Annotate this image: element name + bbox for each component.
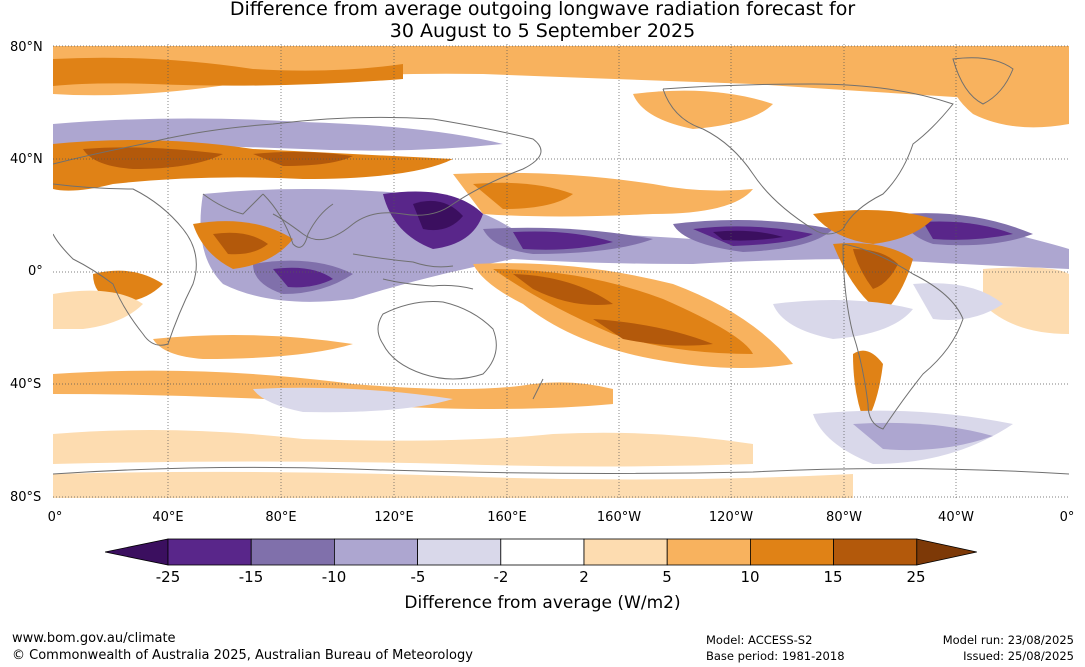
footer-url[interactable]: www.bom.gov.au/climate [12, 631, 176, 646]
lon-label-0-east: 0° [1059, 510, 1075, 525]
coastlines [53, 57, 1069, 475]
map-title-line-1: Difference from average outgoing longwav… [229, 0, 856, 20]
lon-label-120w: 120°W [708, 510, 754, 525]
colorbar-tick: -5 [410, 568, 426, 586]
colorbar-title: Difference from average (W/m2) [404, 593, 681, 613]
colorbar-tick: -2 [493, 568, 509, 586]
colorbar-segment [417, 538, 502, 566]
map-title-line-2: 30 August to 5 September 2025 [389, 20, 696, 42]
lon-label-160e: 160°E [487, 510, 527, 525]
lat-label-40s: 40°S [10, 377, 42, 392]
colorbar-tick: -15 [238, 568, 264, 586]
footer-model: Model: ACCESS-S2 [706, 633, 813, 647]
colorbar [105, 538, 977, 566]
colorbar-tick: 5 [662, 568, 672, 586]
footer-model-run: Model run: 23/08/2025 [942, 633, 1074, 647]
graticule [53, 44, 1069, 498]
lat-label-40n: 40°N [10, 152, 43, 167]
colorbar-tick: 10 [740, 568, 760, 586]
footer-copyright: © Commonwealth of Australia 2025, Austra… [12, 648, 473, 663]
lat-label-equator: 0° [28, 264, 43, 279]
olr-anomaly-map [53, 44, 1069, 498]
colorbar-extend-low [105, 538, 169, 566]
lon-label-40w: 40°W [938, 510, 974, 525]
colorbar-segment [750, 538, 835, 566]
lon-label-160w: 160°W [596, 510, 642, 525]
colorbar-tick: -25 [155, 568, 181, 586]
lon-label-120e: 120°E [374, 510, 414, 525]
colorbar-tick: 25 [906, 568, 926, 586]
colorbar-extend-high [916, 538, 977, 566]
lon-label-80e: 80°E [265, 510, 297, 525]
colorbar-segment [167, 538, 252, 566]
colorbar-segment [833, 538, 918, 566]
colorbar-tick: 2 [579, 568, 589, 586]
anomaly-field [53, 46, 1069, 498]
lon-label-80w: 80°W [826, 510, 862, 525]
lat-label-80s: 80°S [10, 490, 42, 505]
colorbar-segment [500, 538, 585, 566]
colorbar-tick: -10 [321, 568, 347, 586]
colorbar-segment [583, 538, 668, 566]
lon-label-0-west: 0° [47, 510, 63, 525]
lat-label-80n: 80°N [10, 40, 43, 55]
lon-label-40e: 40°E [152, 510, 184, 525]
colorbar-segment [250, 538, 335, 566]
footer-base-period: Base period: 1981-2018 [706, 649, 845, 663]
colorbar-segment [333, 538, 418, 566]
colorbar-tick: 15 [823, 568, 843, 586]
footer-issued: Issued: 25/08/2025 [963, 649, 1074, 663]
colorbar-segment [666, 538, 751, 566]
